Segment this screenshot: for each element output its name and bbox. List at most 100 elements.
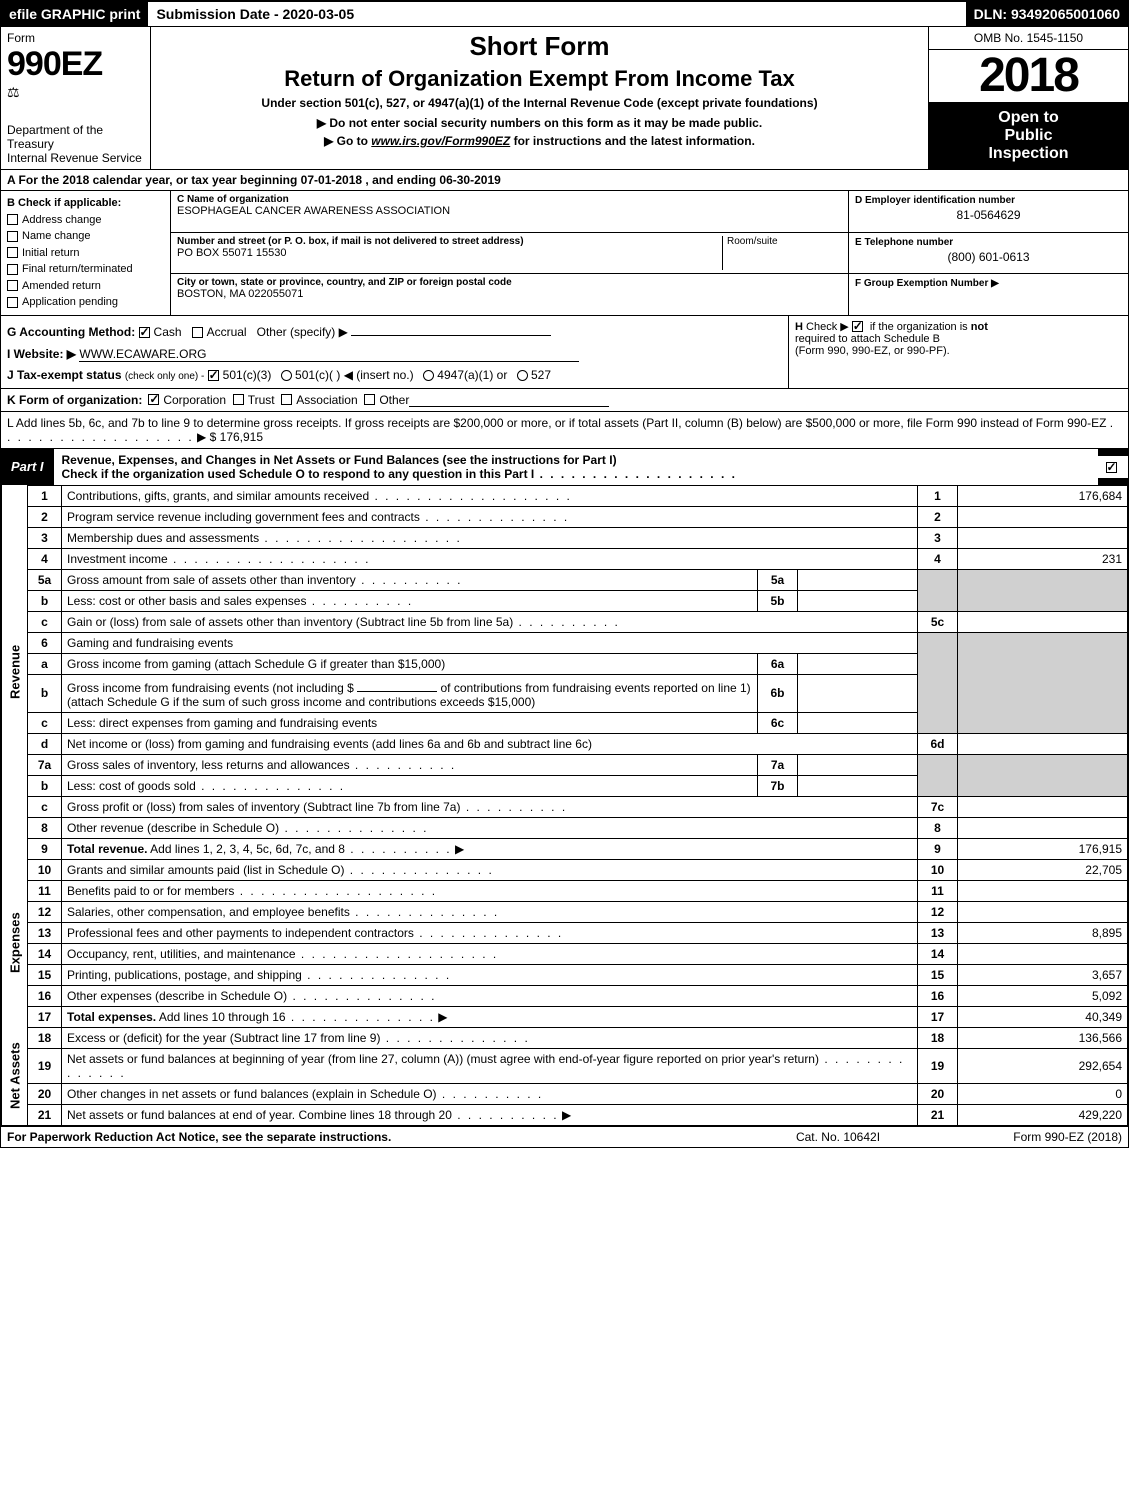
checkbox-association[interactable] xyxy=(281,394,292,405)
line-4-amount: 231 xyxy=(958,548,1128,569)
part-i-table: Revenue 1 Contributions, gifts, grants, … xyxy=(1,485,1128,1126)
checkbox-final-return[interactable] xyxy=(7,264,18,275)
checkbox-amended-return[interactable] xyxy=(7,280,18,291)
footer-paperwork: For Paperwork Reduction Act Notice, see … xyxy=(1,1127,748,1147)
street-label: Number and street (or P. O. box, if mail… xyxy=(177,236,716,247)
line-7a-subval xyxy=(798,754,918,775)
line-5c-amount xyxy=(958,611,1128,632)
checkbox-accrual[interactable] xyxy=(192,327,203,338)
gross-receipts: 176,915 xyxy=(220,430,263,444)
top-bar-spacer xyxy=(362,1,966,27)
checkbox-trust[interactable] xyxy=(233,394,244,405)
radio-4947[interactable] xyxy=(423,370,434,381)
other-method-field[interactable] xyxy=(351,322,551,336)
telephone: (800) 601-0613 xyxy=(855,250,1122,264)
form-header: Form 990EZ ⚖ Department of the Treasury … xyxy=(1,27,1128,170)
top-bar: efile GRAPHIC print Submission Date - 20… xyxy=(1,1,1128,27)
header-right: OMB No. 1545-1150 2018 Open to Public In… xyxy=(928,27,1128,169)
netassets-section-label: Net Assets xyxy=(2,1027,28,1125)
checkbox-corporation[interactable] xyxy=(148,394,159,405)
checkbox-application-pending[interactable] xyxy=(7,297,18,308)
line-8-amount xyxy=(958,817,1128,838)
form-word: Form xyxy=(7,31,35,45)
tax-year: 2018 xyxy=(929,50,1128,103)
box-i: I Website: ▶ WWW.ECAWARE.ORG xyxy=(7,347,782,362)
line-20-amount: 0 xyxy=(958,1083,1128,1104)
checkbox-other-org[interactable] xyxy=(364,394,375,405)
line-11-amount xyxy=(958,880,1128,901)
irs-link[interactable]: www.irs.gov/Form990EZ xyxy=(371,134,510,148)
form-990ez-page: efile GRAPHIC print Submission Date - 20… xyxy=(0,0,1129,1148)
line-16-amount: 5,092 xyxy=(958,985,1128,1006)
checkbox-name-change[interactable] xyxy=(7,231,18,242)
box-b: B Check if applicable: Address change Na… xyxy=(1,191,171,315)
line-7b-subval xyxy=(798,775,918,796)
checkbox-501c3[interactable] xyxy=(208,370,219,381)
privacy-warning: ▶ Do not enter social security numbers o… xyxy=(161,116,918,130)
efile-print-label[interactable]: efile GRAPHIC print xyxy=(1,1,148,27)
ein: 81-0564629 xyxy=(855,208,1122,222)
line-3-amount xyxy=(958,527,1128,548)
open-to-public: Open to Public Inspection xyxy=(929,103,1128,169)
goto-instructions: ▶ Go to www.irs.gov/Form990EZ for instru… xyxy=(161,134,918,148)
submission-date: Submission Date - 2020-03-05 xyxy=(148,1,362,27)
expenses-section-label: Expenses xyxy=(2,859,28,1027)
box-c: C Name of organization ESOPHAGEAL CANCER… xyxy=(171,191,848,315)
other-org-field[interactable] xyxy=(409,393,609,407)
checkbox-schedule-b[interactable] xyxy=(852,321,863,332)
line-18-amount: 136,566 xyxy=(958,1027,1128,1048)
line-14-amount xyxy=(958,943,1128,964)
line-19-amount: 292,654 xyxy=(958,1048,1128,1083)
line-15-amount: 3,657 xyxy=(958,964,1128,985)
revenue-section-label: Revenue xyxy=(2,485,28,859)
line-17-amount: 40,349 xyxy=(958,1006,1128,1027)
footer-formref: Form 990-EZ (2018) xyxy=(928,1127,1128,1147)
city-label: City or town, state or province, country… xyxy=(177,277,836,288)
box-e: E Telephone number (800) 601-0613 xyxy=(849,233,1128,275)
org-info-block: B Check if applicable: Address change Na… xyxy=(1,191,1128,316)
dept-treasury: Department of the Treasury Internal Reve… xyxy=(7,123,144,165)
line-13-amount: 8,895 xyxy=(958,922,1128,943)
checkbox-cash[interactable] xyxy=(139,327,150,338)
part-i-header: Part I Revenue, Expenses, and Changes in… xyxy=(1,449,1128,485)
line-6a-subval xyxy=(798,653,918,674)
street: PO BOX 55071 15530 xyxy=(177,247,722,259)
tax-period: A For the 2018 calendar year, or tax yea… xyxy=(1,170,1128,191)
subtitle: Under section 501(c), 527, or 4947(a)(1)… xyxy=(161,96,918,110)
line-6b-subval xyxy=(798,674,918,712)
box-d: D Employer identification number 81-0564… xyxy=(849,191,1128,233)
org-name-label: C Name of organization xyxy=(177,194,836,205)
line-5b-subval xyxy=(798,590,918,611)
website: WWW.ECAWARE.ORG xyxy=(79,347,579,362)
checkbox-address-change[interactable] xyxy=(7,214,18,225)
box-k: K Form of organization: Corporation Trus… xyxy=(1,389,1128,412)
part-i-title: Revenue, Expenses, and Changes in Net As… xyxy=(54,449,1098,485)
line-6c-subval xyxy=(798,712,918,733)
footer-catno: Cat. No. 10642I xyxy=(748,1127,928,1147)
line-6b-contrib-field[interactable] xyxy=(357,678,437,692)
dln: DLN: 93492065001060 xyxy=(966,1,1128,27)
header-left: Form 990EZ ⚖ Department of the Treasury … xyxy=(1,27,151,169)
line-2-amount xyxy=(958,506,1128,527)
irs-seal-icon: ⚖ xyxy=(7,84,20,100)
return-title: Return of Organization Exempt From Incom… xyxy=(161,66,918,92)
line-6d-amount xyxy=(958,733,1128,754)
box-h: H Check ▶ if the organization is not req… xyxy=(788,316,1128,388)
form-number: 990EZ xyxy=(7,45,144,84)
radio-501c[interactable] xyxy=(281,370,292,381)
city: BOSTON, MA 022055071 xyxy=(177,288,842,300)
box-f: F Group Exemption Number ▶ xyxy=(849,274,1128,315)
line-12-amount xyxy=(958,901,1128,922)
org-name: ESOPHAGEAL CANCER AWARENESS ASSOCIATION xyxy=(177,205,842,217)
radio-527[interactable] xyxy=(517,370,528,381)
line-10-amount: 22,705 xyxy=(958,859,1128,880)
line-21-amount: 429,220 xyxy=(958,1104,1128,1125)
part-i-label: Part I xyxy=(1,455,54,478)
checkbox-initial-return[interactable] xyxy=(7,247,18,258)
room-suite-label: Room/suite xyxy=(722,236,842,271)
checkbox-schedule-o[interactable] xyxy=(1106,462,1117,473)
box-j: J Tax-exempt status (check only one) - 5… xyxy=(7,368,782,382)
page-footer: For Paperwork Reduction Act Notice, see … xyxy=(1,1126,1128,1147)
line-1-amount: 176,684 xyxy=(958,485,1128,506)
box-l: L Add lines 5b, 6c, and 7b to line 9 to … xyxy=(1,412,1128,449)
